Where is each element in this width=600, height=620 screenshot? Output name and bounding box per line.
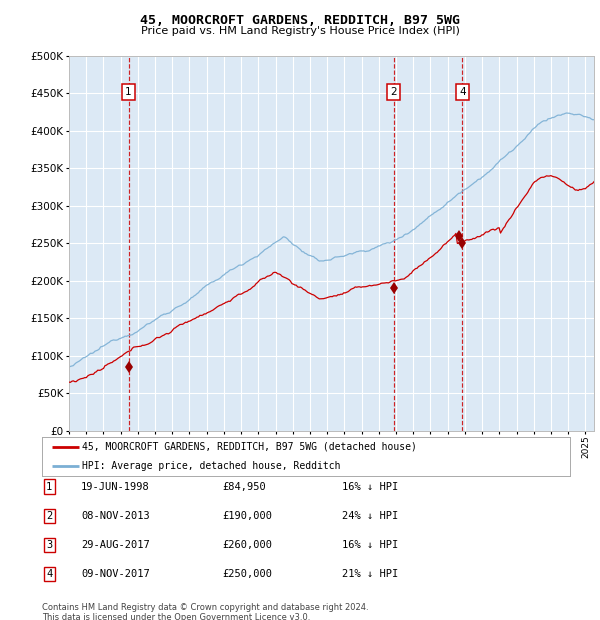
Text: Price paid vs. HM Land Registry's House Price Index (HPI): Price paid vs. HM Land Registry's House … (140, 26, 460, 36)
Text: 29-AUG-2017: 29-AUG-2017 (81, 540, 150, 550)
Text: 1: 1 (46, 482, 52, 492)
Text: 1: 1 (125, 87, 132, 97)
Text: £84,950: £84,950 (222, 482, 266, 492)
Text: 2: 2 (46, 511, 52, 521)
Text: 21% ↓ HPI: 21% ↓ HPI (342, 569, 398, 579)
Text: 09-NOV-2017: 09-NOV-2017 (81, 569, 150, 579)
Text: £250,000: £250,000 (222, 569, 272, 579)
Text: HPI: Average price, detached house, Redditch: HPI: Average price, detached house, Redd… (82, 461, 340, 471)
Text: 45, MOORCROFT GARDENS, REDDITCH, B97 5WG (detached house): 45, MOORCROFT GARDENS, REDDITCH, B97 5WG… (82, 441, 416, 452)
Text: 3: 3 (46, 540, 52, 550)
Text: Contains HM Land Registry data © Crown copyright and database right 2024.
This d: Contains HM Land Registry data © Crown c… (42, 603, 368, 620)
Text: 19-JUN-1998: 19-JUN-1998 (81, 482, 150, 492)
Text: 16% ↓ HPI: 16% ↓ HPI (342, 482, 398, 492)
Text: 16% ↓ HPI: 16% ↓ HPI (342, 540, 398, 550)
Text: 45, MOORCROFT GARDENS, REDDITCH, B97 5WG: 45, MOORCROFT GARDENS, REDDITCH, B97 5WG (140, 14, 460, 27)
Text: £190,000: £190,000 (222, 511, 272, 521)
Text: 4: 4 (46, 569, 52, 579)
Text: £260,000: £260,000 (222, 540, 272, 550)
Text: 4: 4 (459, 87, 466, 97)
Text: 24% ↓ HPI: 24% ↓ HPI (342, 511, 398, 521)
Text: 08-NOV-2013: 08-NOV-2013 (81, 511, 150, 521)
Text: 2: 2 (391, 87, 397, 97)
